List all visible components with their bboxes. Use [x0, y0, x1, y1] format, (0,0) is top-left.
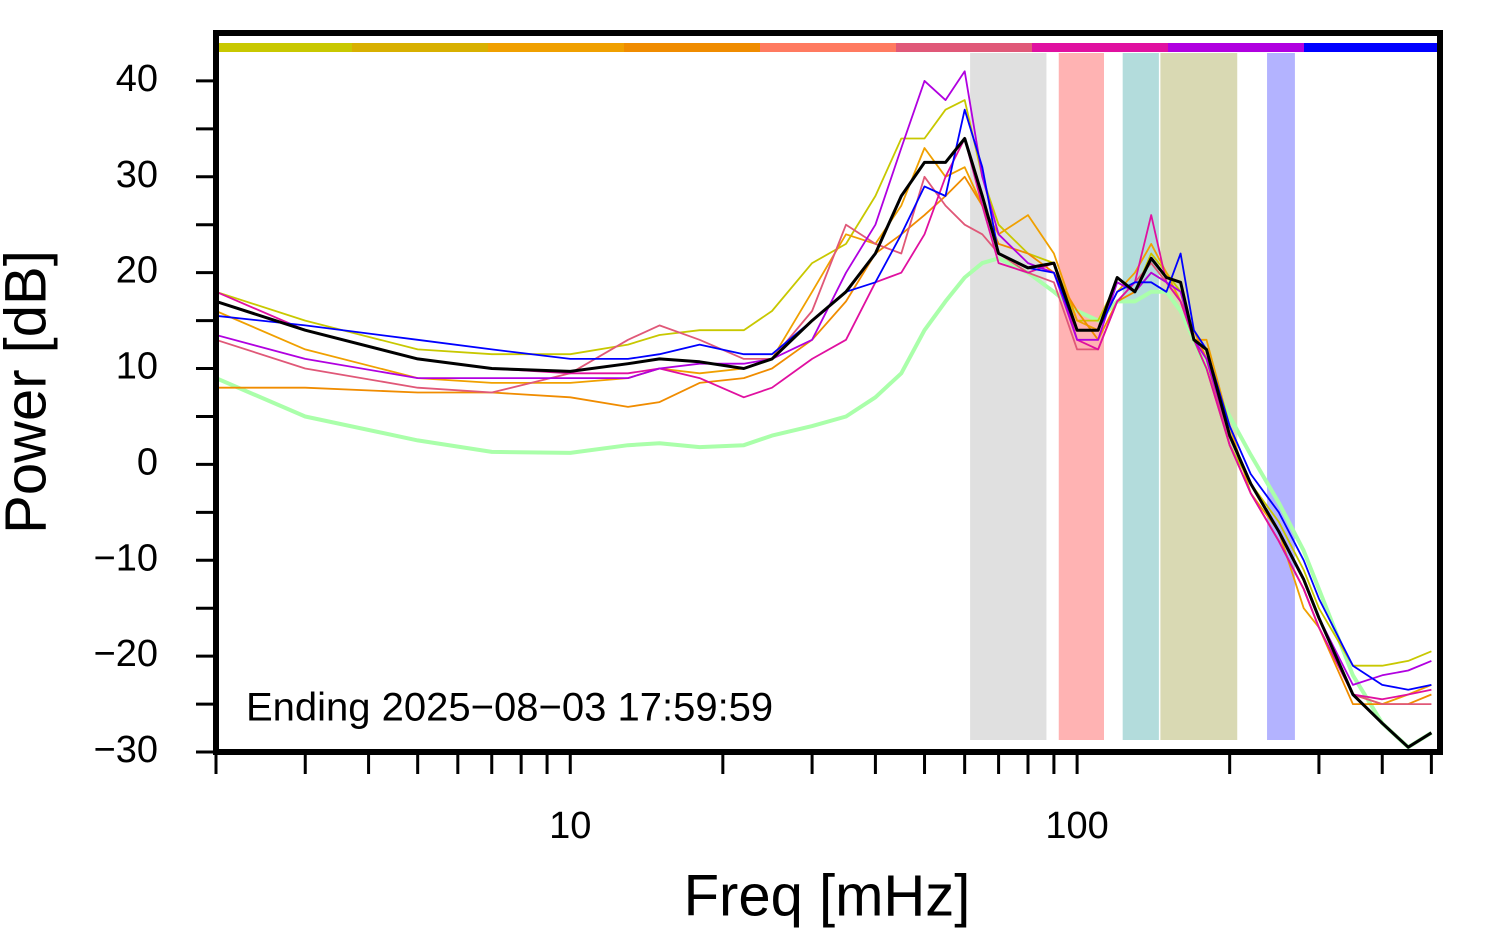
- x-axis-label: Freq [mHz]: [684, 863, 971, 928]
- colorbar-segment: [1168, 43, 1305, 52]
- axes: −30 −20 −10 0 10 20 30 40 10 100: [94, 58, 1433, 847]
- colorbar-segment: [216, 43, 353, 52]
- series-line: [216, 137, 1433, 749]
- annotation: Ending 2025−08−03 17:59:59: [246, 686, 773, 730]
- y-tick-label: 30: [116, 154, 158, 196]
- band: [1058, 53, 1105, 740]
- y-tick-label: 0: [137, 441, 158, 483]
- colorbar: [216, 43, 1441, 52]
- y-tick-label: −10: [94, 537, 158, 579]
- band: [1160, 53, 1238, 740]
- band: [970, 53, 1047, 740]
- series-line: [216, 108, 1432, 691]
- y-axis-label: Power [dB]: [0, 250, 58, 534]
- colorbar-segment: [624, 43, 761, 52]
- colorbar-segment: [1032, 43, 1169, 52]
- y-tick-label: −20: [94, 633, 158, 675]
- plot-frame: [213, 30, 1443, 755]
- y-tick-label: 10: [116, 346, 158, 388]
- x-tick-label: 10: [549, 805, 591, 847]
- series-line: [216, 137, 1432, 701]
- bands: [970, 53, 1295, 740]
- y-tick-label: −30: [94, 729, 158, 771]
- series-line: [216, 147, 1432, 705]
- colorbar-segment: [1304, 43, 1441, 52]
- y-tick-label: 40: [116, 58, 158, 100]
- colorbar-segment: [352, 43, 489, 52]
- band: [1122, 53, 1159, 740]
- series-line: [216, 99, 1432, 667]
- series-line: [216, 256, 1433, 750]
- series-line: [216, 70, 1432, 686]
- x-tick-label: 100: [1045, 805, 1108, 847]
- y-tick-label: 20: [116, 250, 158, 292]
- colorbar-segment: [896, 43, 1033, 52]
- colorbar-segment: [488, 43, 625, 52]
- colorbar-segment: [760, 43, 897, 52]
- lines: [216, 70, 1433, 750]
- band: [1267, 53, 1295, 740]
